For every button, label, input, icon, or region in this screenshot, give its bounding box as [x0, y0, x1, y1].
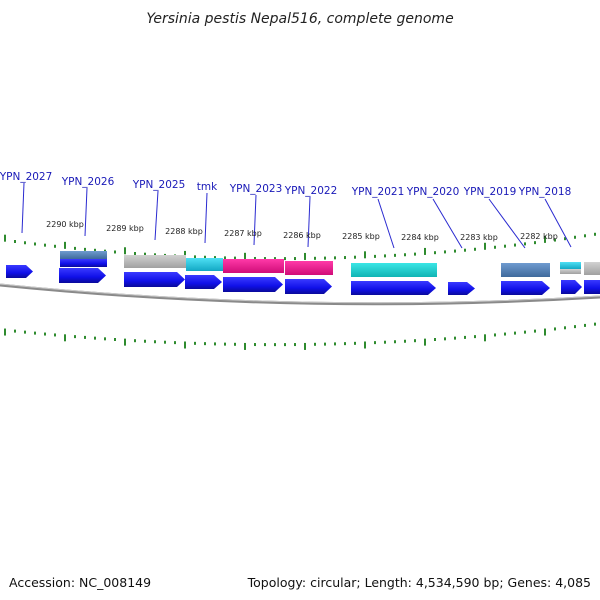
leader-ypn-2026: [84, 187, 88, 237]
feature-bar-ypn-2019: [501, 263, 550, 277]
leader-ypn-2027: [21, 182, 25, 234]
cds-arrow-ypn-2022: [285, 279, 332, 294]
feature-bar-ypn-2026: [60, 251, 107, 259]
kbp-label: 2289 kbp: [106, 224, 144, 233]
kbp-label: 2287 kbp: [224, 229, 262, 238]
gene-label[interactable]: YPN_2023: [229, 183, 283, 195]
feature-bar-ypn-2018-lower: [560, 269, 581, 274]
leader-ypn-2020: [432, 198, 463, 249]
leader-ypn-2021: [377, 198, 395, 249]
gene-label[interactable]: tmk: [197, 181, 218, 193]
cds-arrow-ypn-2020: [448, 282, 475, 295]
genome-summary-text: Topology: circular; Length: 4,534,590 bp…: [247, 575, 591, 590]
kbp-label: 2283 kbp: [460, 233, 498, 242]
gene-label[interactable]: YPN_2018: [518, 186, 572, 198]
gene-label[interactable]: YPN_2020: [406, 186, 460, 198]
gene-label[interactable]: YPN_2026: [61, 176, 115, 188]
kbp-label: 2288 kbp: [165, 227, 203, 236]
feature-bar-ypn-2022: [285, 261, 333, 275]
feature-bar-ypn-2025: [124, 255, 186, 268]
cds-arrow-ypn-2026: [59, 268, 106, 283]
feature-bar-ypn-2018: [560, 262, 581, 269]
leader-tmk: [204, 192, 208, 244]
gene-label[interactable]: YPN_2021: [351, 186, 405, 198]
map-title: Yersinia pestis Nepal516, complete genom…: [146, 11, 453, 27]
cds-track: [6, 265, 600, 295]
lower-tick-row: [4, 322, 596, 350]
cds-arrow-edge: [584, 280, 600, 294]
leader-ypn-2018: [544, 198, 572, 248]
feature-track: [60, 251, 600, 277]
feature-bar-tmk: [186, 258, 223, 271]
cds-arrow-tmk: [185, 275, 222, 289]
leader-ypn-2022: [307, 196, 311, 248]
kbp-labels: 2290 kbp 2289 kbp 2288 kbp 2287 kbp 2286…: [46, 220, 558, 242]
kbp-label: 2285 kbp: [342, 232, 380, 241]
kbp-label: 2282 kbp: [520, 232, 558, 241]
feature-bar-edge: [584, 262, 600, 275]
cds-arrow-ypn-2025: [124, 272, 185, 287]
gene-label[interactable]: YPN_2027: [0, 171, 52, 183]
cds-arrow-ypn-2019: [501, 281, 550, 295]
leader-ypn-2025: [154, 190, 159, 241]
kbp-label: 2284 kbp: [401, 233, 439, 242]
kbp-label: 2286 kbp: [283, 231, 321, 240]
genome-backbone: [0, 283, 600, 306]
leader-lines: [21, 182, 572, 249]
kbp-label: 2290 kbp: [46, 220, 84, 229]
accession-text: Accession: NC_008149: [9, 575, 151, 590]
cds-arrow-ypn-2023: [223, 277, 283, 292]
genome-backbone-highlight: [0, 283, 600, 304]
feature-bar-ypn-2026-lower: [60, 259, 107, 267]
leader-ypn-2019: [488, 198, 526, 249]
gene-label[interactable]: YPN_2025: [132, 179, 186, 191]
gene-labels: YPN_2027 YPN_2026 YPN_2025 tmk YPN_2023 …: [0, 171, 571, 198]
gene-label[interactable]: YPN_2022: [284, 185, 338, 197]
gene-label[interactable]: YPN_2019: [463, 186, 517, 198]
leader-ypn-2023: [253, 194, 257, 246]
cds-arrow-ypn-2027: [6, 265, 33, 278]
feature-bar-ypn-2023: [223, 259, 284, 273]
cds-arrow-ypn-2021: [351, 281, 436, 295]
feature-bar-ypn-2021: [351, 263, 437, 277]
cds-arrow-ypn-2018: [561, 280, 582, 294]
